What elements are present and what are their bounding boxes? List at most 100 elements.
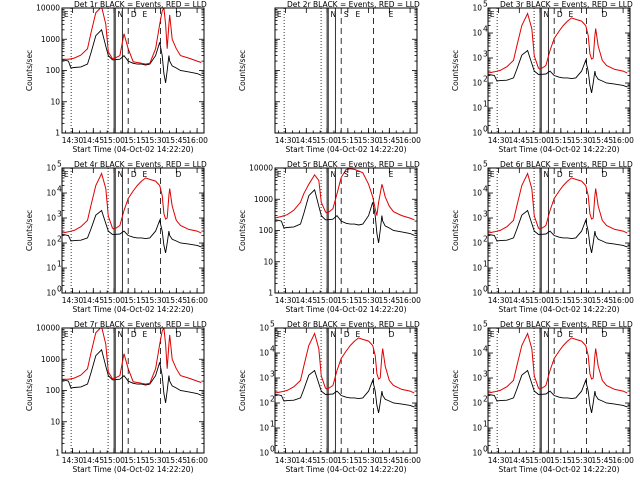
traces (62, 328, 202, 403)
x-tick-label: 15:45 (379, 136, 401, 145)
x-axis-title: Start Time (04-Oct-02 14:22:20) (285, 305, 406, 314)
x-tick-label: 15:00 (103, 296, 125, 305)
x-tick-label: 15:15 (337, 456, 359, 465)
x-axis-title: Start Time (04-Oct-02 14:22:20) (285, 145, 406, 154)
x-tick-label: 14:30 (275, 136, 297, 145)
y-tick-exponent: 2 (483, 395, 488, 404)
event-marker-label: E (277, 170, 282, 179)
y-tick-exponent: 4 (57, 185, 62, 194)
x-tick-label: 15:15 (550, 456, 572, 465)
event-marker-label: E (568, 10, 573, 19)
y-tick-exponent: 3 (483, 210, 488, 219)
y-tick-label: 10 (259, 449, 269, 458)
event-marker-label: E (64, 10, 69, 19)
x-tick-label: 15:30 (571, 136, 593, 145)
event-marker-label: D (602, 170, 608, 179)
lld-series-line (488, 12, 628, 74)
lld-series-line (275, 332, 415, 394)
y-tick-exponent: 2 (483, 235, 488, 244)
y-tick-label: 10000 (249, 164, 273, 173)
y-tick-label: 10 (472, 324, 482, 333)
x-tick-label: 14:45 (295, 456, 317, 465)
traces (275, 168, 415, 243)
event-marker-label: N (544, 10, 550, 19)
x-tick-label: 15:45 (166, 296, 188, 305)
panel-title: Det 4r BLACK = Events, RED = LLD (74, 160, 207, 169)
event-marker-label: N (544, 170, 550, 179)
y-axis-title: Counts/sec (25, 210, 34, 251)
y-tick-label: 10 (472, 349, 482, 358)
y-tick-exponent: 2 (483, 75, 488, 84)
events-series-line (62, 28, 202, 83)
y-tick-exponent: 4 (483, 185, 488, 194)
event-marker-label: E (277, 330, 282, 339)
x-tick-label: 15:00 (103, 136, 125, 145)
panel-title: Det 5r BLACK = Events, RED = LLD (287, 160, 420, 169)
x-tick-label: 15:45 (592, 456, 614, 465)
traces (488, 172, 628, 253)
plot-frame (487, 7, 631, 134)
event-marker-label: E (490, 330, 495, 339)
event-marker-label: N (118, 170, 124, 179)
event-marker-label: D (131, 170, 137, 179)
x-tick-label: 16:00 (186, 136, 208, 145)
events-series-line (62, 348, 202, 403)
event-marker-label: E (568, 330, 573, 339)
event-marker-label: E (355, 170, 360, 179)
x-tick-label: 14:30 (275, 456, 297, 465)
event-marker-label: E (142, 170, 147, 179)
x-tick-label: 16:00 (186, 296, 208, 305)
y-tick-label: 10 (259, 424, 269, 433)
x-tick-label: 15:00 (529, 296, 551, 305)
x-tick-label: 15:15 (550, 296, 572, 305)
y-tick-exponent: 0 (483, 285, 488, 294)
y-tick-exponent: 3 (483, 50, 488, 59)
x-axis-title: Start Time (04-Oct-02 14:22:20) (498, 305, 619, 314)
x-axis-title: Start Time (04-Oct-02 14:22:20) (498, 145, 619, 154)
x-tick-label: 15:15 (337, 136, 359, 145)
y-tick-label: 10 (50, 417, 60, 426)
y-tick-label: 10 (472, 129, 482, 138)
event-marker-label: D (557, 10, 563, 19)
y-tick-exponent: 3 (483, 370, 488, 379)
x-tick-label: 14:30 (62, 296, 84, 305)
panel-title: Det 3r BLACK = Events, RED = LLD (500, 0, 633, 9)
panel-title: Det 9r BLACK = Events, RED = LLD (500, 320, 633, 329)
y-tick-exponent: 1 (483, 100, 488, 109)
y-axis-title: Counts/sec (451, 210, 460, 251)
y-tick-label: 10 (46, 164, 56, 173)
x-tick-label: 15:00 (316, 296, 338, 305)
x-tick-label: 15:00 (103, 456, 125, 465)
x-tick-label: 15:30 (571, 456, 593, 465)
panel-title: Det 7r BLACK = Events, RED = LLD (74, 320, 207, 329)
x-tick-label: 15:15 (124, 456, 146, 465)
x-tick-label: 15:45 (379, 456, 401, 465)
y-tick-label: 10 (472, 424, 482, 433)
event-marker-label: E (568, 170, 573, 179)
x-tick-label: 14:30 (62, 456, 84, 465)
x-axis-title: Start Time (04-Oct-02 14:22:20) (72, 465, 193, 474)
y-tick-exponent: 3 (57, 210, 62, 219)
x-tick-label: 16:00 (612, 296, 634, 305)
x-tick-label: 16:00 (399, 296, 421, 305)
x-tick-label: 15:30 (145, 136, 167, 145)
y-tick-exponent: 1 (270, 420, 275, 429)
lld-series-line (62, 8, 202, 65)
x-tick-label: 14:30 (488, 456, 510, 465)
x-tick-label: 16:00 (612, 456, 634, 465)
event-marker-label: E (64, 170, 69, 179)
x-tick-label: 15:45 (166, 136, 188, 145)
x-tick-label: 14:45 (82, 456, 104, 465)
y-tick-exponent: 4 (270, 345, 275, 354)
lld-series-line (488, 332, 628, 394)
event-marker-label: D (602, 330, 608, 339)
event-marker-label: N (118, 10, 124, 19)
y-tick-label: 10 (263, 257, 273, 266)
y-tick-label: 10 (472, 104, 482, 113)
